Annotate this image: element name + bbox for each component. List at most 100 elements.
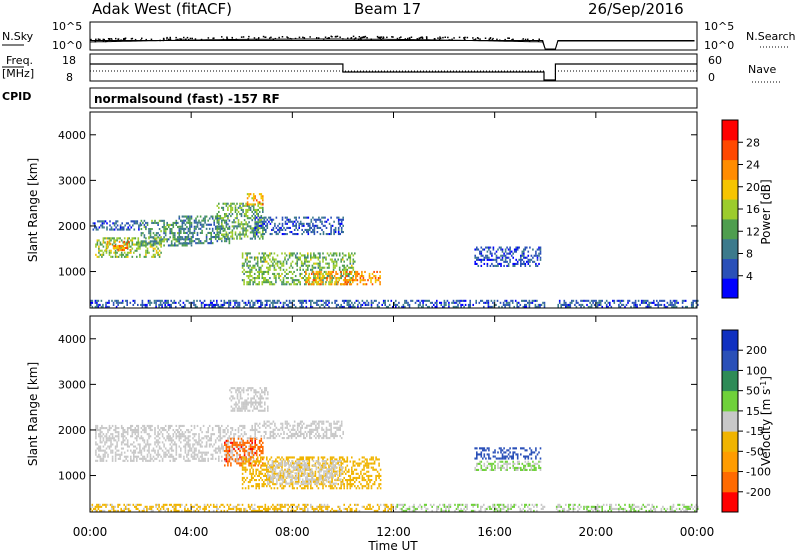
heatmap-cell xyxy=(503,260,505,263)
heatmap-cell xyxy=(130,429,132,432)
heatmap-cell xyxy=(254,217,256,220)
heatmap-cell xyxy=(134,445,137,448)
heatmap-cell xyxy=(234,458,237,461)
heatmap-cell xyxy=(181,244,184,247)
heatmap-cell xyxy=(266,466,268,469)
heatmap-cell xyxy=(509,246,511,249)
heatmap-cell xyxy=(584,299,587,302)
heatmap-cell xyxy=(532,248,534,251)
heatmap-cell xyxy=(269,458,271,461)
heatmap-cell xyxy=(255,460,257,463)
heatmap-cell xyxy=(527,301,529,304)
heatmap-cell xyxy=(172,435,175,438)
heatmap-cell xyxy=(273,487,276,490)
heatmap-cell xyxy=(204,459,206,462)
heatmap-cell xyxy=(520,258,522,261)
heatmap-cell xyxy=(163,445,165,448)
heatmap-cell xyxy=(249,303,251,306)
heatmap-cell xyxy=(360,470,362,473)
heatmap-cell xyxy=(242,210,244,213)
heatmap-cell xyxy=(99,439,102,442)
heatmap-cell xyxy=(149,303,151,306)
heatmap-cell xyxy=(104,435,106,438)
heatmap-cell xyxy=(370,305,373,308)
heatmap-cell xyxy=(157,451,159,454)
heatmap-cell xyxy=(222,447,225,450)
heatmap-cell xyxy=(260,301,262,304)
heatmap-cell xyxy=(245,433,247,436)
heatmap-cell xyxy=(346,470,349,473)
heatmap-cell xyxy=(334,474,336,477)
heatmap-cell xyxy=(192,457,194,460)
heatmap-cell xyxy=(293,270,295,273)
heatmap-cell xyxy=(328,254,330,257)
heatmap-cell xyxy=(697,303,699,306)
heatmap-cell xyxy=(244,407,246,410)
heatmap-cell xyxy=(686,305,688,308)
heatmap-cell xyxy=(164,447,167,450)
heatmap-cell xyxy=(366,474,368,477)
colorbar-swatch xyxy=(722,120,738,141)
heatmap-cell xyxy=(368,277,371,280)
heatmap-cell xyxy=(261,405,263,408)
heatmap-cell xyxy=(328,283,330,286)
heatmap-cell xyxy=(439,301,441,304)
heatmap-cell xyxy=(243,264,245,267)
heatmap-cell xyxy=(282,458,285,461)
heatmap-cell xyxy=(219,447,222,450)
heatmap-cell xyxy=(125,431,127,434)
heatmap-cell xyxy=(266,456,268,459)
heatmap-cell xyxy=(241,279,244,282)
heatmap-cell xyxy=(196,424,199,427)
heatmap-cell xyxy=(241,252,244,255)
heatmap-cell xyxy=(255,208,258,211)
heatmap-cell xyxy=(296,260,298,263)
heatmap-cell xyxy=(244,487,247,490)
heatmap-cell xyxy=(184,459,187,462)
heatmap-cell xyxy=(260,203,263,206)
heatmap-cell xyxy=(630,305,632,308)
heatmap-cell xyxy=(126,246,128,249)
heatmap-cell xyxy=(273,258,276,261)
heatmap-cell xyxy=(310,226,313,229)
y-tick-label: 1000 xyxy=(58,266,86,279)
heatmap-cell xyxy=(335,470,338,473)
heatmap-cell xyxy=(313,256,315,259)
heatmap-cell xyxy=(354,305,356,308)
heatmap-cell xyxy=(227,460,229,463)
heatmap-cell xyxy=(249,279,251,282)
nsky-point xyxy=(479,38,481,40)
heatmap-cell xyxy=(264,464,267,467)
heatmap-cell xyxy=(251,197,253,200)
heatmap-cell xyxy=(331,281,333,284)
heatmap-cell xyxy=(167,226,170,229)
heatmap-cell xyxy=(207,459,209,462)
heatmap-cell xyxy=(251,429,253,432)
nsky-point xyxy=(124,37,126,40)
heatmap-cell xyxy=(241,256,244,259)
heatmap-cell xyxy=(376,270,378,273)
heatmap-cell xyxy=(175,433,178,436)
heatmap-cell xyxy=(117,299,119,302)
heatmap-cell xyxy=(268,220,270,223)
heatmap-cell xyxy=(540,303,543,306)
heatmap-cell xyxy=(230,457,232,460)
heatmap-cell xyxy=(184,242,187,245)
heatmap-cell xyxy=(261,301,264,304)
heatmap-cell xyxy=(209,303,212,306)
heatmap-cell xyxy=(263,220,266,223)
heatmap-cell xyxy=(110,441,112,444)
nsky-point xyxy=(439,36,441,38)
heatmap-cell xyxy=(145,457,147,460)
heatmap-cell xyxy=(298,222,300,225)
heatmap-cell xyxy=(254,399,257,402)
heatmap-cell xyxy=(695,301,698,304)
heatmap-cell xyxy=(180,227,182,230)
heatmap-cell xyxy=(361,485,364,488)
heatmap-cell xyxy=(195,441,197,444)
heatmap-cell xyxy=(99,459,102,462)
heatmap-cell xyxy=(257,391,260,394)
heatmap-cell xyxy=(246,275,248,278)
heatmap-cell xyxy=(96,255,99,258)
heatmap-cell xyxy=(257,397,260,400)
